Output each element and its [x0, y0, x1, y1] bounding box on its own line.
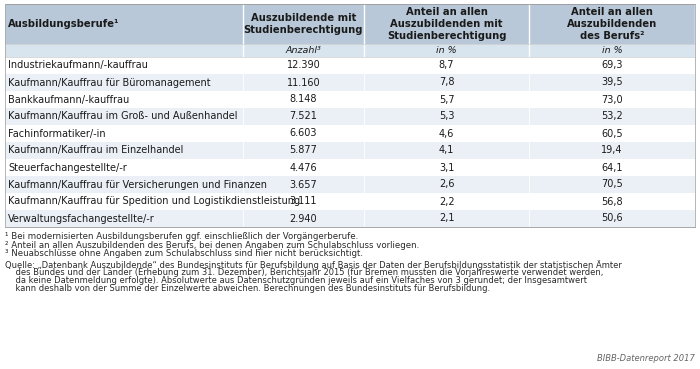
Text: 53,2: 53,2 — [601, 111, 623, 121]
Bar — [5, 4, 695, 44]
Bar — [5, 210, 695, 227]
Text: Steuerfachangestellte/-r: Steuerfachangestellte/-r — [8, 162, 127, 172]
Text: 2,6: 2,6 — [439, 179, 454, 190]
Text: 73,0: 73,0 — [601, 94, 623, 104]
Text: Anzahl³: Anzahl³ — [286, 46, 321, 55]
Bar — [5, 44, 695, 57]
Text: 2.940: 2.940 — [290, 214, 317, 224]
Text: 56,8: 56,8 — [601, 197, 623, 207]
Text: Bankkaufmann/-kauffrau: Bankkaufmann/-kauffrau — [8, 94, 130, 104]
Bar — [5, 57, 695, 74]
Text: ³ Neuabschlüsse ohne Angaben zum Schulabschluss sind hier nicht berücksichtigt.: ³ Neuabschlüsse ohne Angaben zum Schulab… — [5, 249, 363, 258]
Bar — [5, 108, 695, 125]
Text: Auszubildende mit
Studienberechtigung: Auszubildende mit Studienberechtigung — [244, 13, 363, 35]
Bar — [5, 176, 695, 193]
Text: Kaufmann/Kauffrau für Versicherungen und Finanzen: Kaufmann/Kauffrau für Versicherungen und… — [8, 179, 267, 190]
Text: da keine Datenmeldung erfolgte). Absolutwerte aus Datenschutzgründen jeweils auf: da keine Datenmeldung erfolgte). Absolut… — [5, 276, 587, 285]
Text: 70,5: 70,5 — [601, 179, 623, 190]
Text: 4,1: 4,1 — [439, 145, 454, 155]
Text: 50,6: 50,6 — [601, 214, 623, 224]
Text: 3.111: 3.111 — [290, 197, 317, 207]
Text: 11.160: 11.160 — [286, 77, 320, 87]
Text: 60,5: 60,5 — [601, 128, 623, 138]
Bar — [5, 74, 695, 91]
Text: 8,7: 8,7 — [439, 61, 454, 70]
Text: 5.877: 5.877 — [290, 145, 317, 155]
Text: Industriekaufmann/-kauffrau: Industriekaufmann/-kauffrau — [8, 61, 148, 70]
Text: Anteil an allen
Auszubildenden
des Berufs²: Anteil an allen Auszubildenden des Beruf… — [567, 7, 657, 41]
Text: Kaufmann/Kauffrau im Einzelhandel: Kaufmann/Kauffrau im Einzelhandel — [8, 145, 183, 155]
Text: 64,1: 64,1 — [601, 162, 623, 172]
Text: Kaufmann/Kauffrau für Spedition und Logistikdienstleistung: Kaufmann/Kauffrau für Spedition und Logi… — [8, 197, 300, 207]
Text: Kaufmann/Kauffrau im Groß- und Außenhandel: Kaufmann/Kauffrau im Groß- und Außenhand… — [8, 111, 237, 121]
Text: in %: in % — [436, 46, 457, 55]
Text: Quelle: „Datenbank Auszubildende“ des Bundesinstituts für Berufsbildung auf Basi: Quelle: „Datenbank Auszubildende“ des Bu… — [5, 261, 622, 270]
Text: 7.521: 7.521 — [290, 111, 317, 121]
Text: 5,3: 5,3 — [439, 111, 454, 121]
Text: ¹ Bei modernisierten Ausbildungsberufen ggf. einschließlich der Vorgängerberufe.: ¹ Bei modernisierten Ausbildungsberufen … — [5, 232, 358, 241]
Text: 69,3: 69,3 — [601, 61, 623, 70]
Text: 3,1: 3,1 — [439, 162, 454, 172]
Bar — [5, 193, 695, 210]
Text: 2,2: 2,2 — [439, 197, 454, 207]
Text: 4.476: 4.476 — [290, 162, 317, 172]
Text: BIBB-Datenreport 2017: BIBB-Datenreport 2017 — [597, 354, 695, 363]
Text: 12.390: 12.390 — [286, 61, 321, 70]
Text: Kaufmann/Kauffrau für Büromanagement: Kaufmann/Kauffrau für Büromanagement — [8, 77, 211, 87]
Text: Verwaltungsfachangestellte/-r: Verwaltungsfachangestellte/-r — [8, 214, 155, 224]
Bar — [5, 142, 695, 159]
Text: 39,5: 39,5 — [601, 77, 623, 87]
Text: 7,8: 7,8 — [439, 77, 454, 87]
Text: 6.603: 6.603 — [290, 128, 317, 138]
Text: ² Anteil an allen Auszubildenden des Berufs, bei denen Angaben zum Schulabschlus: ² Anteil an allen Auszubildenden des Ber… — [5, 241, 419, 249]
Text: 2,1: 2,1 — [439, 214, 454, 224]
Text: 5,7: 5,7 — [439, 94, 454, 104]
Text: in %: in % — [602, 46, 622, 55]
Text: 3.657: 3.657 — [290, 179, 317, 190]
Bar — [5, 159, 695, 176]
Text: Fachinformatiker/-in: Fachinformatiker/-in — [8, 128, 106, 138]
Text: 4,6: 4,6 — [439, 128, 454, 138]
Text: Ausbildungsberufe¹: Ausbildungsberufe¹ — [8, 19, 120, 29]
Text: 19,4: 19,4 — [601, 145, 623, 155]
Text: Anteil an allen
Auszubildenden mit
Studienberechtigung: Anteil an allen Auszubildenden mit Studi… — [387, 7, 506, 41]
Bar — [5, 125, 695, 142]
Text: kann deshalb von der Summe der Einzelwerte abweichen. Berechnungen des Bundesins: kann deshalb von der Summe der Einzelwer… — [5, 284, 490, 293]
Bar — [5, 91, 695, 108]
Text: 8.148: 8.148 — [290, 94, 317, 104]
Text: des Bundes und der Länder (Erhebung zum 31. Dezember), Berichtsjahr 2015 (für Br: des Bundes und der Länder (Erhebung zum … — [5, 268, 603, 277]
